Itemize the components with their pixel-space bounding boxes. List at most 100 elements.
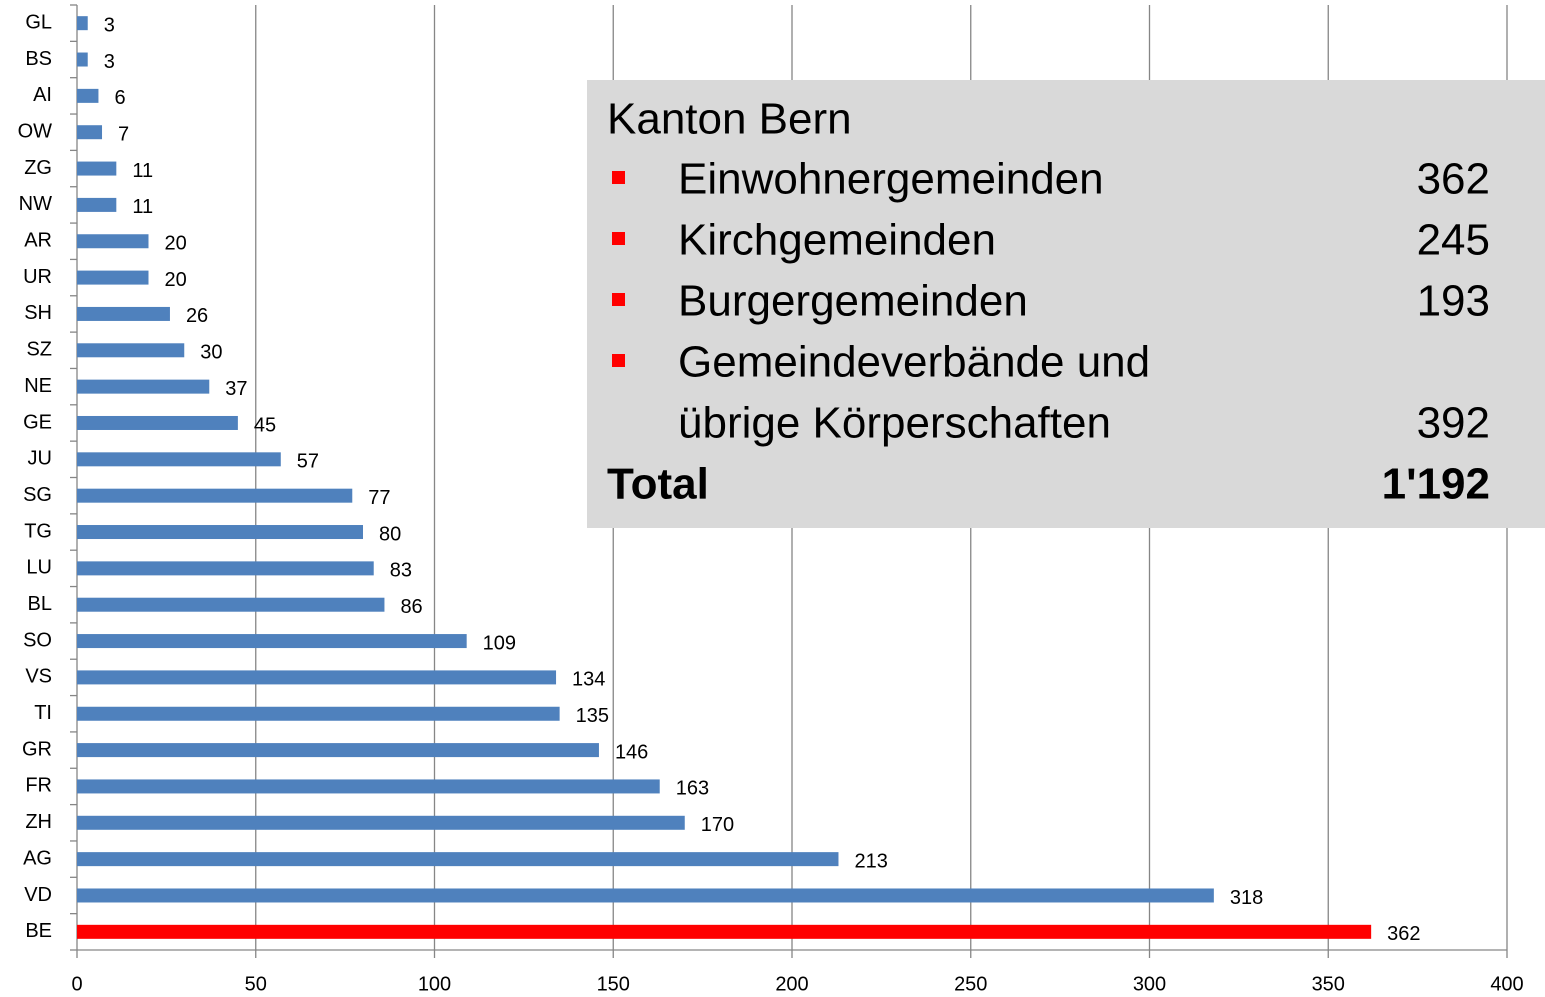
data-label: 6 <box>114 87 125 109</box>
data-label: 135 <box>576 705 609 727</box>
data-label: 318 <box>1230 887 1263 909</box>
y-tick-label: TG <box>24 520 52 542</box>
bar <box>77 706 560 721</box>
y-tick-label: GR <box>22 738 52 760</box>
data-label: 37 <box>225 378 247 400</box>
item-label: Gemeindeverbände und <box>678 338 1150 387</box>
y-tick-label: UR <box>23 266 52 288</box>
annotation-box <box>587 80 1545 528</box>
data-label: 11 <box>132 196 153 218</box>
bar <box>77 852 839 867</box>
data-label: 3 <box>104 14 115 36</box>
item-label: übrige Körperschaften <box>678 399 1111 448</box>
data-label: 26 <box>186 305 208 327</box>
bar <box>77 597 385 612</box>
y-tick-label: AG <box>23 847 52 869</box>
data-label: 3 <box>104 51 115 73</box>
data-label: 7 <box>118 123 129 145</box>
item-label: Kirchgemeinden <box>678 216 996 265</box>
data-label: 146 <box>615 741 648 763</box>
bar <box>77 88 99 103</box>
x-tick-label: 0 <box>71 973 82 995</box>
bar <box>77 779 660 794</box>
bar <box>77 924 1372 939</box>
x-tick-label: 50 <box>245 973 267 995</box>
annotation-title: Kanton Bern <box>607 95 852 144</box>
data-label: 134 <box>572 669 605 691</box>
y-tick-label: VS <box>25 666 52 688</box>
data-label: 109 <box>483 632 516 654</box>
y-tick-label: OW <box>18 120 53 142</box>
data-label: 213 <box>854 850 887 872</box>
item-value: 245 <box>1417 216 1490 265</box>
bar <box>77 16 88 31</box>
y-tick-label: SZ <box>26 339 52 361</box>
bar <box>77 125 103 140</box>
y-tick-label: AR <box>24 230 52 252</box>
y-tick-label: FR <box>25 775 52 797</box>
y-tick-label: BE <box>25 920 52 942</box>
bar <box>77 415 238 430</box>
data-label: 30 <box>200 342 222 364</box>
data-label: 362 <box>1387 923 1420 945</box>
bullet <box>612 171 625 184</box>
total-label: Total <box>607 460 709 509</box>
bar <box>77 197 117 212</box>
x-tick-label: 350 <box>1312 973 1345 995</box>
y-tick-label: AI <box>33 84 52 106</box>
y-tick-label: NW <box>19 193 52 215</box>
bar <box>77 525 363 540</box>
data-label: 170 <box>701 814 734 836</box>
y-tick-label: GL <box>25 11 52 33</box>
bar <box>77 379 210 394</box>
item-label: Einwohnergemeinden <box>678 155 1104 204</box>
bar <box>77 270 149 285</box>
item-value: 392 <box>1417 399 1490 448</box>
y-tick-label: JU <box>28 448 52 470</box>
bar <box>77 670 557 685</box>
bar <box>77 815 685 830</box>
item-value: 362 <box>1417 155 1490 204</box>
data-label: 83 <box>390 560 412 582</box>
x-tick-label: 150 <box>597 973 630 995</box>
bar <box>77 634 467 649</box>
y-tick-label: BL <box>28 593 52 615</box>
data-label: 11 <box>132 160 153 182</box>
bullet <box>612 354 625 367</box>
bar <box>77 888 1214 903</box>
y-tick-label: ZG <box>24 157 52 179</box>
y-tick-label: ZH <box>25 811 52 833</box>
data-label: 80 <box>379 523 401 545</box>
x-tick-label: 100 <box>418 973 451 995</box>
bar <box>77 161 117 176</box>
x-tick-label: 250 <box>954 973 987 995</box>
y-tick-label: SH <box>24 302 52 324</box>
y-tick-label: VD <box>24 884 52 906</box>
bullet <box>612 293 625 306</box>
data-label: 45 <box>254 414 276 436</box>
data-label: 57 <box>297 451 319 473</box>
data-label: 20 <box>165 269 187 291</box>
y-tick-label: TI <box>34 702 52 724</box>
y-tick-label: SO <box>23 629 52 651</box>
y-tick-label: GE <box>23 411 52 433</box>
total-value: 1'192 <box>1382 460 1490 509</box>
item-label: Burgergemeinden <box>678 277 1028 326</box>
bullet <box>612 232 625 245</box>
bar <box>77 561 374 576</box>
bar <box>77 343 185 358</box>
bar <box>77 488 353 503</box>
data-label: 86 <box>400 596 422 618</box>
data-label: 20 <box>165 233 187 255</box>
bar <box>77 743 599 758</box>
y-tick-label: SG <box>23 484 52 506</box>
bar <box>77 234 149 249</box>
data-label: 163 <box>676 778 709 800</box>
item-value: 193 <box>1417 277 1490 326</box>
y-tick-label: LU <box>26 557 52 579</box>
x-tick-label: 200 <box>775 973 808 995</box>
bar <box>77 52 88 67</box>
y-tick-label: BS <box>25 48 52 70</box>
x-tick-label: 300 <box>1133 973 1166 995</box>
